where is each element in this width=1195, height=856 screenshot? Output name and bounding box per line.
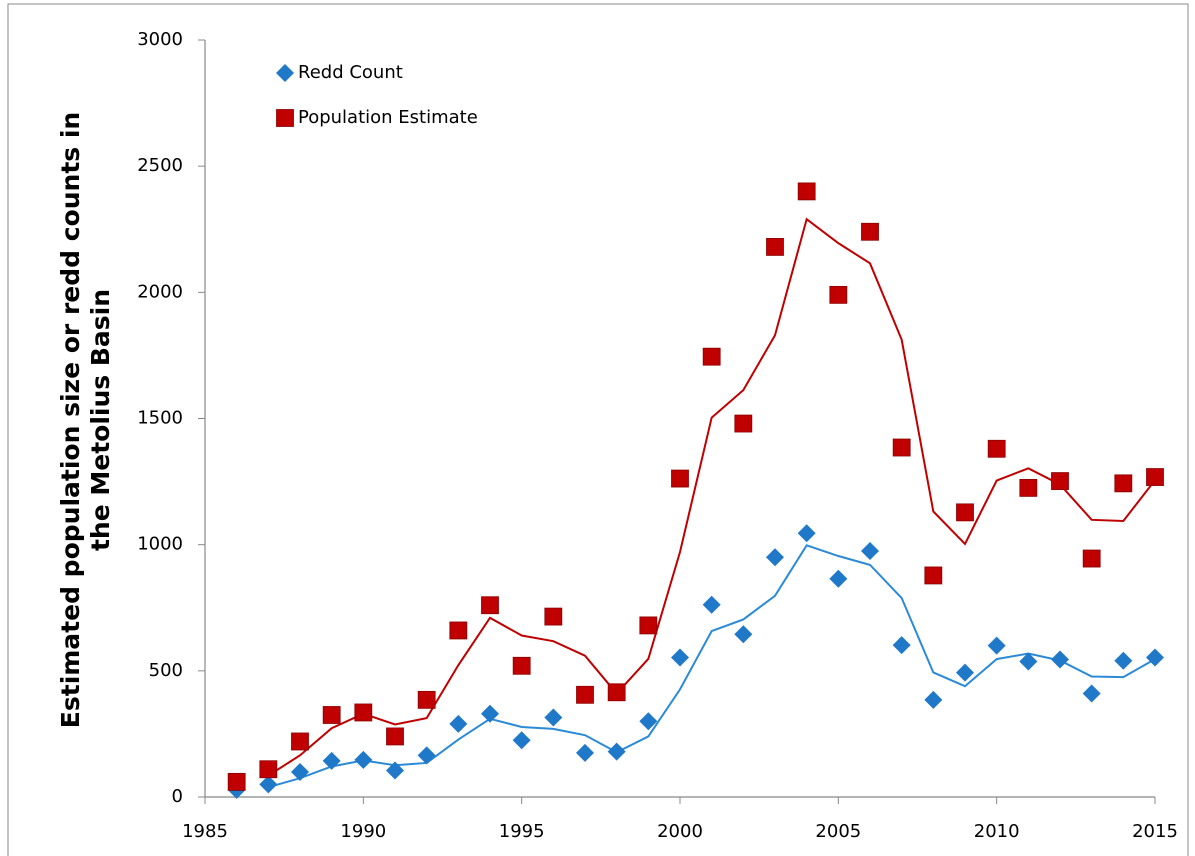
y-tick-label: 1000 [137, 534, 183, 555]
point [956, 663, 974, 682]
y-tick-label: 3000 [137, 29, 183, 50]
y-tick-label: 1500 [137, 408, 183, 429]
point [1146, 648, 1164, 667]
point [607, 683, 626, 702]
point [1082, 684, 1101, 703]
point [766, 238, 784, 256]
x-tick-label: 1995 [499, 821, 545, 842]
point [797, 182, 816, 201]
point [291, 763, 309, 782]
point [354, 703, 373, 722]
point [1051, 472, 1069, 490]
point [1146, 468, 1164, 486]
y-tick-label: 2000 [137, 281, 183, 302]
point [829, 285, 848, 304]
point [449, 621, 468, 640]
point [544, 708, 563, 727]
y-tick-label: 0 [172, 786, 183, 807]
trendline [267, 217, 1156, 777]
point [481, 596, 499, 615]
point [481, 704, 499, 723]
point [386, 761, 404, 780]
point [829, 569, 848, 588]
point [227, 772, 246, 791]
point [734, 414, 753, 433]
trendline [268, 544, 1156, 789]
legend-label: Population Estimate [298, 107, 478, 128]
point [702, 347, 721, 366]
point [544, 607, 563, 626]
point [512, 731, 531, 750]
point [1019, 478, 1038, 497]
x-tick-label: 1990 [340, 821, 386, 842]
point [1114, 651, 1133, 670]
x-tick-label: 1985 [182, 821, 228, 842]
y-tick-label: 2500 [137, 155, 183, 176]
point [1051, 650, 1069, 669]
point [639, 712, 658, 731]
point [924, 566, 943, 585]
point [1114, 474, 1133, 493]
point [259, 760, 278, 779]
point [322, 751, 341, 770]
point [417, 746, 436, 765]
legend-marker [276, 64, 294, 82]
point [987, 636, 1006, 655]
y-axis-title-line: the Metolius Basin [86, 289, 115, 551]
y-axis-title-line: Estimated population size or redd counts… [56, 112, 85, 728]
y-tick-label: 500 [149, 660, 183, 681]
frame [7, 3, 1189, 856]
point [259, 775, 278, 794]
point [892, 636, 911, 655]
x-tick-label: 2000 [657, 821, 703, 842]
point [892, 438, 911, 457]
point [512, 656, 531, 675]
point [861, 541, 879, 560]
point [924, 690, 943, 709]
point [354, 750, 373, 769]
x-tick-label: 2015 [1132, 821, 1178, 842]
point [797, 524, 816, 543]
point [449, 714, 468, 733]
point [956, 503, 974, 522]
point [671, 469, 689, 488]
point [417, 690, 436, 709]
legend-label: Redd Count [298, 62, 403, 83]
y-axis-title: Estimated population size or redd counts… [56, 112, 115, 728]
x-tick-label: 2010 [974, 821, 1020, 842]
point [576, 743, 594, 762]
point [734, 625, 753, 644]
point [291, 732, 309, 751]
point [702, 595, 721, 614]
point [386, 727, 404, 746]
x-tick-label: 2005 [815, 821, 861, 842]
point [1019, 652, 1038, 671]
point [639, 616, 658, 635]
point [766, 548, 784, 567]
point [861, 222, 879, 241]
point [1082, 549, 1101, 568]
point [607, 742, 626, 761]
legend-marker [276, 109, 294, 127]
point [671, 648, 689, 667]
point [987, 439, 1006, 458]
point [322, 706, 341, 724]
point [576, 685, 594, 704]
